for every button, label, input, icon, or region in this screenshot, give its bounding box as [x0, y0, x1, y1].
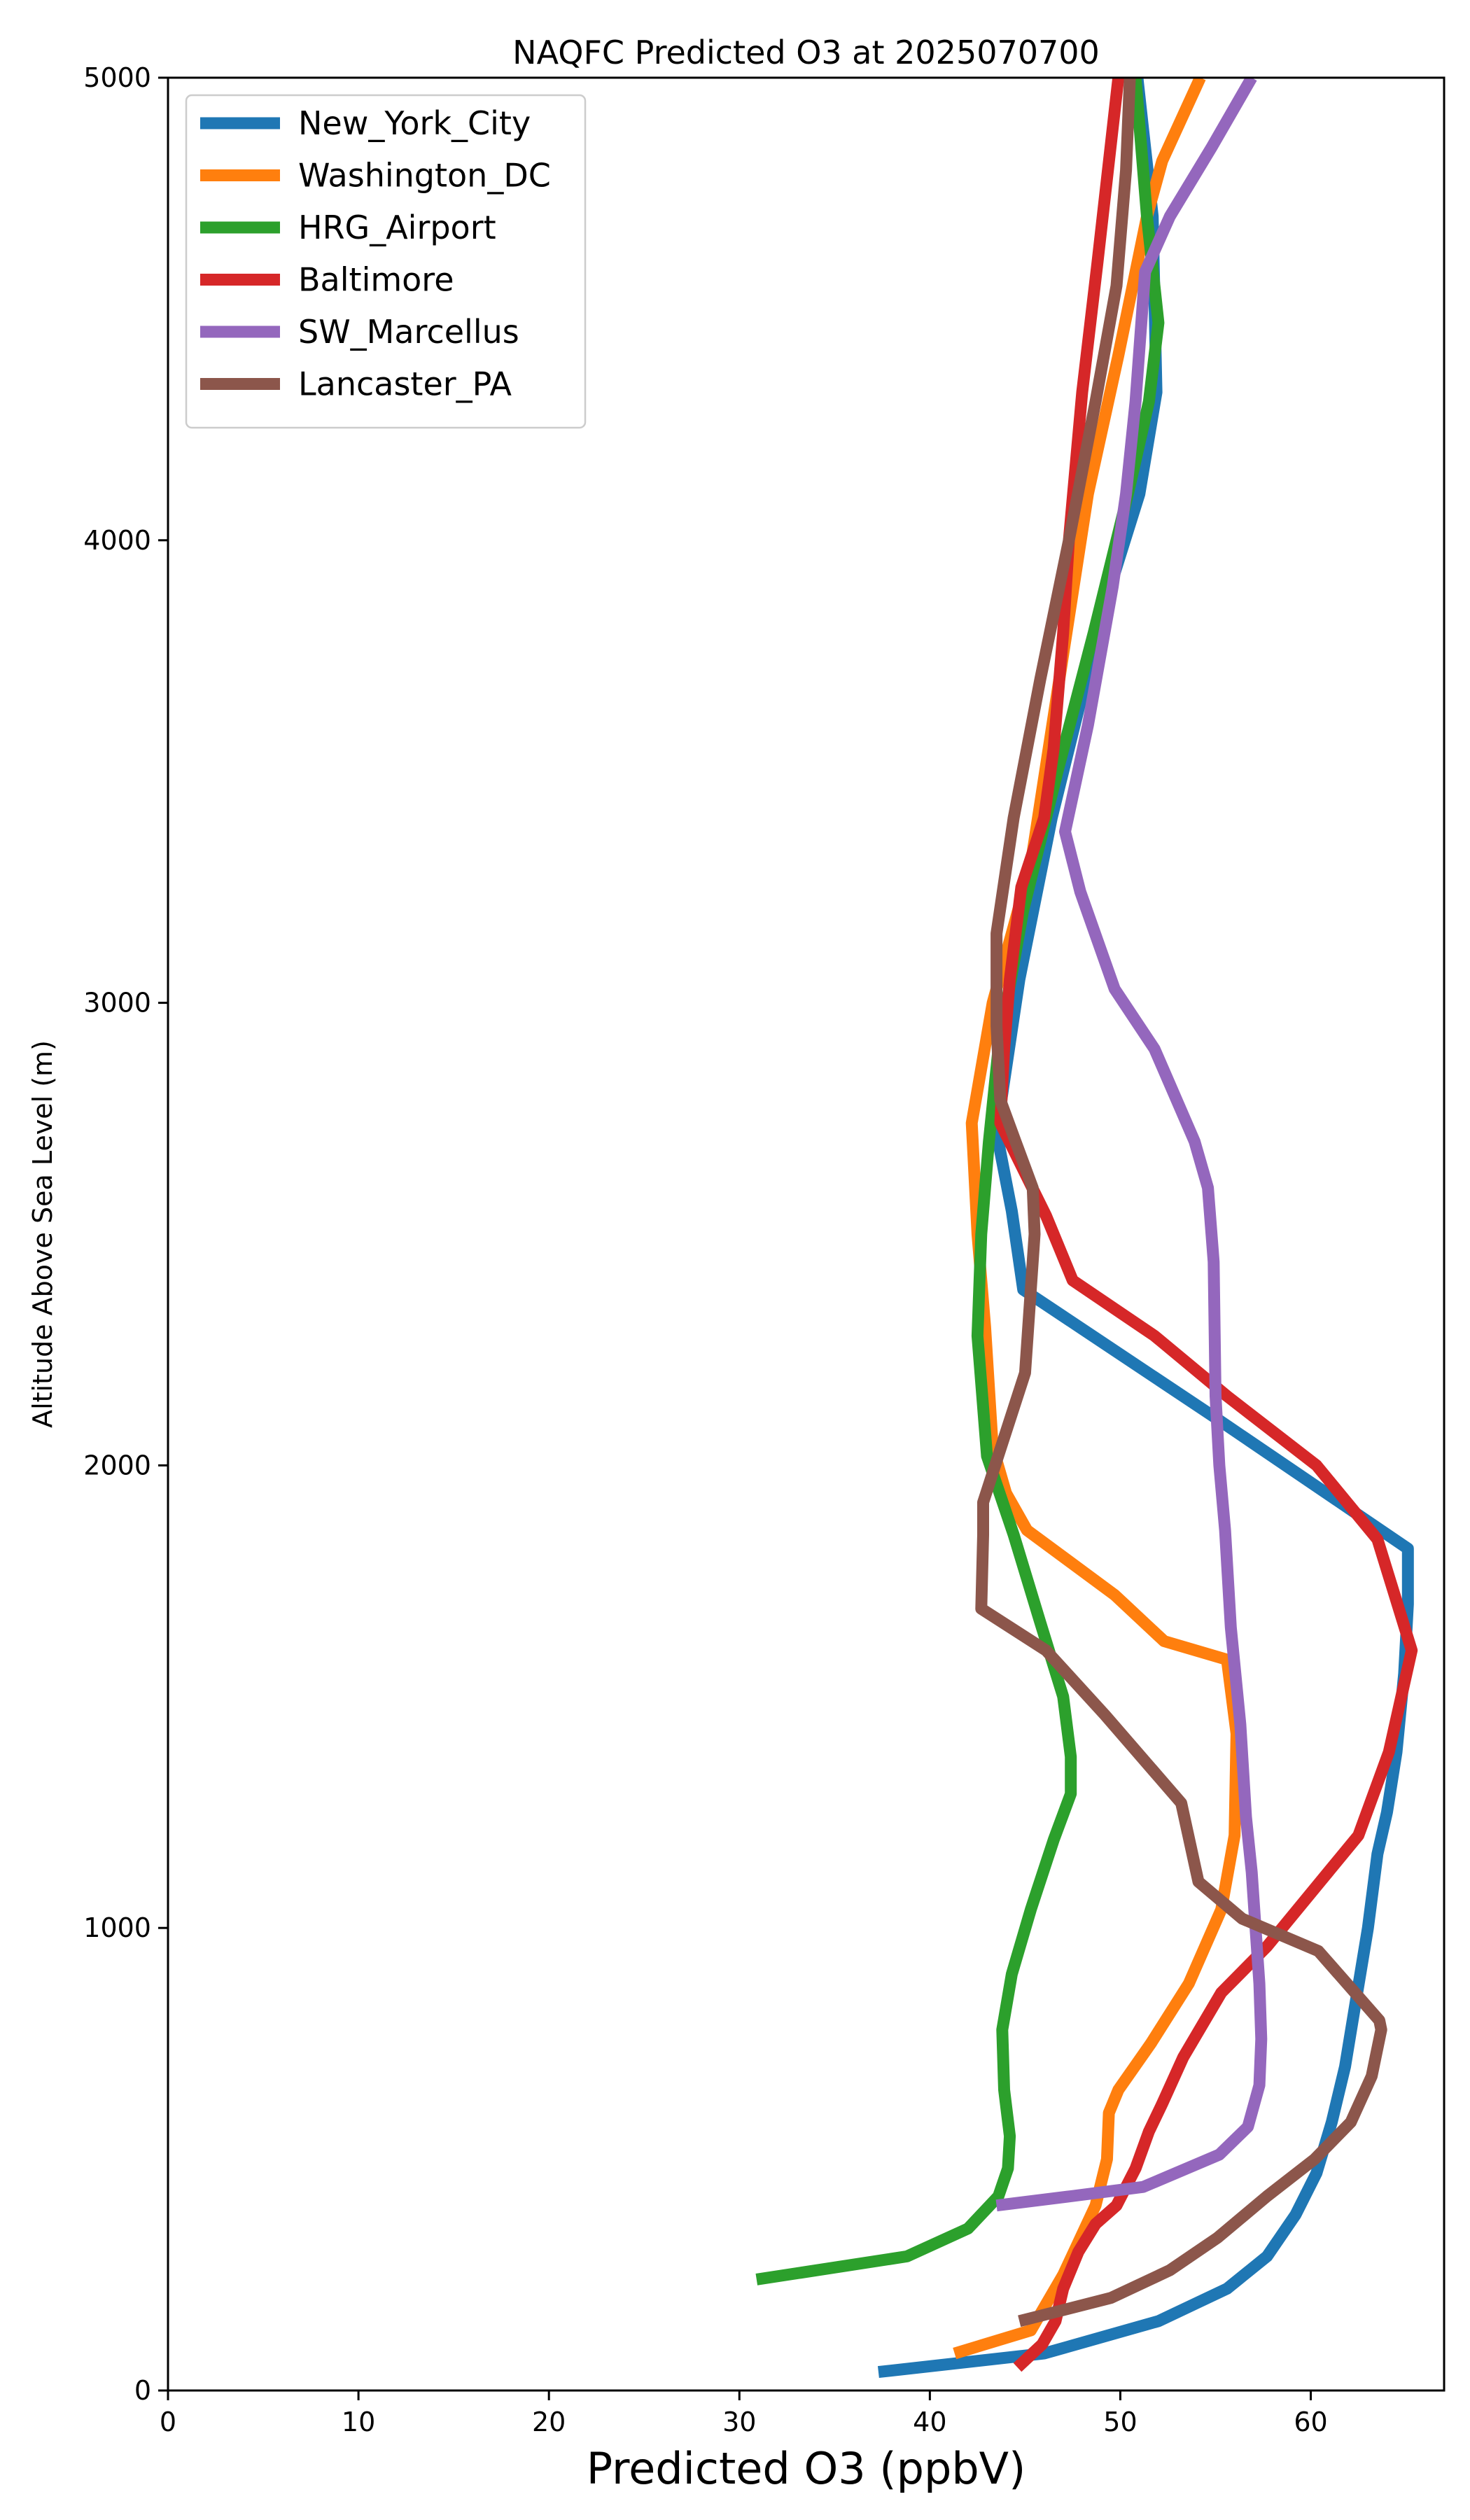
plot-area	[168, 78, 1444, 2390]
legend: New_York_City Washington_DC HRG_Airport Bal…	[185, 94, 587, 429]
x-tick-label: 40	[913, 2407, 946, 2437]
y-tick-label: 0	[134, 2375, 151, 2406]
y-tick-label: 3000	[83, 988, 151, 1018]
x-axis-ticks: 0 10 20 30 40 50 60	[160, 2390, 1328, 2437]
series-line-sw-marcellus	[995, 78, 1268, 2212]
legend-label: Washington_DC	[298, 157, 551, 195]
y-tick-label: 1000	[83, 1912, 151, 1943]
x-tick-label: 50	[1103, 2407, 1137, 2437]
x-tick-label: 20	[532, 2407, 566, 2437]
legend-label: HRG_Airport	[298, 209, 496, 246]
x-tick-label: 30	[722, 2407, 756, 2437]
y-tick-label: 5000	[83, 62, 151, 93]
y-tick-label: 2000	[83, 1450, 151, 1480]
y-tick-label: 4000	[83, 525, 151, 556]
series-line-lancaster-pa	[975, 78, 1387, 2328]
legend-label: New_York_City	[298, 104, 531, 142]
plot-frame	[167, 76, 1446, 2392]
x-axis-label: Predicted O3 (ppbV)	[587, 2443, 1026, 2494]
legend-box	[185, 94, 587, 429]
series-line-baltimore	[994, 78, 1418, 2372]
y-axis-label: Altitude Above Sea Level (m)	[27, 1040, 58, 1428]
series-line-hrg-airport	[755, 78, 1165, 2286]
x-tick-label: 10	[342, 2407, 375, 2437]
x-tick-label: 0	[160, 2407, 176, 2437]
legend-label: Lancaster_PA	[298, 365, 512, 403]
chart-title: NAQFC Predicted O3 at 2025070700	[512, 34, 1100, 71]
series-layer	[755, 78, 1418, 2379]
y-axis-ticks: 0 1000 2000 3000 4000 5000	[83, 62, 168, 2406]
legend-label: SW_Marcellus	[298, 313, 519, 351]
legend-label: Baltimore	[298, 261, 454, 299]
x-tick-label: 60	[1294, 2407, 1327, 2437]
